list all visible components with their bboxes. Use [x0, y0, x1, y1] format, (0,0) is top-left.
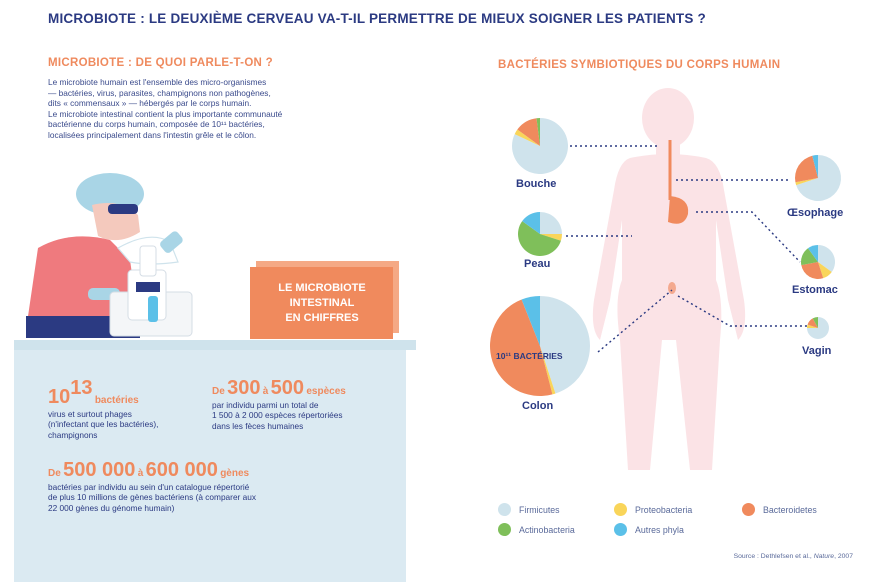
legend-proteobacteria-swatch [614, 503, 627, 516]
pie-3 [795, 155, 841, 201]
legend-bacteroidetes: Bacteroidetes [742, 503, 817, 516]
intro-paragraph: Le microbiote humain est l'ensemble des … [48, 77, 283, 140]
stat-genes-unit: gènes [220, 468, 250, 479]
pie-slice-0-3 [536, 118, 540, 146]
stat-species-desc: par individu parmi un total de 1 500 à 2… [212, 399, 343, 431]
pie-slice-0-1 [514, 129, 540, 146]
stat-species-from: 300 [227, 377, 261, 399]
pie-slice-5-2 [807, 318, 818, 328]
pie-slice-0-0 [512, 118, 569, 174]
organ-label-estomac: Estomac [792, 284, 838, 296]
pie-slice-0-2 [517, 118, 540, 146]
legend-proteobacteria: Proteobacteria [614, 503, 692, 516]
pie-slice-4-1 [818, 262, 832, 279]
stat-species: De 300 à 500 espèces par individu parmi … [212, 378, 346, 431]
source-prefix: Source : Dethlefsen et al., [733, 553, 812, 560]
pie-slice-4-2 [801, 262, 824, 280]
pie-slice-5-3 [812, 317, 818, 328]
pie-slice-3-1 [795, 178, 818, 186]
organ-label-oesophage: Œsophage [787, 207, 844, 219]
legend-autres-phyla: Autres phyla [614, 523, 684, 536]
microscope-illustration [109, 245, 193, 337]
source-year: , 2007 [834, 553, 853, 560]
stat-bacteria-base: 10 [48, 386, 71, 408]
stat-bacteria-exponent: 13 [70, 377, 93, 399]
page-title: MICROBIOTE : LE DEUXIÈME CERVEAU VA-T-IL… [48, 11, 706, 26]
pie-2 [489, 296, 590, 397]
pie-slice-1-3 [518, 221, 561, 256]
stat-species-a: à [262, 386, 269, 397]
legend-bacteroidetes-label: Bacteroidetes [763, 504, 817, 515]
stats-panel [14, 350, 406, 582]
organ-label-bouche: Bouche [516, 178, 557, 190]
figures-badge: LE MICROBIOTE INTESTINAL EN CHIFFRES [250, 267, 393, 339]
pie-slice-1-4 [522, 212, 540, 234]
pie-1 [518, 212, 562, 256]
legend-autres-swatch [614, 523, 627, 536]
legend-actinobacteria-swatch [498, 523, 511, 536]
pie-5 [807, 317, 829, 339]
source-citation: Source : Dethlefsen et al., Nature, 2007 [734, 553, 853, 560]
pie-slice-1-0 [540, 212, 562, 234]
organ-label-peau: Peau [524, 258, 551, 270]
stat-bacteria-unit: bactéries [94, 395, 139, 406]
stat-species-unit: espèces [306, 386, 346, 397]
organ-label-vagin: Vagin [802, 345, 832, 357]
pie-slice-4-4 [808, 245, 818, 262]
connector-lines [566, 145, 808, 353]
stat-species-de: De [212, 386, 225, 397]
pie-slice-4-0 [818, 245, 835, 272]
digestive-tract [668, 140, 689, 294]
legend-actinobacteria-label: Actinobacteria [519, 524, 575, 535]
pie-slice-5-1 [807, 324, 818, 328]
stat-bacteria-desc: virus et surtout phages (n'infectant que… [48, 408, 159, 440]
stat-genes-from: 500 000 [63, 459, 136, 481]
stat-species-to: 500 [270, 377, 305, 399]
stat-genes-desc: bactéries par individu au sein d'un cata… [48, 481, 256, 513]
pie-slice-3-4 [812, 155, 818, 178]
pie-slice-3-2 [795, 155, 818, 183]
source-journal: Nature [813, 553, 835, 560]
legend-firmicutes-label: Firmicutes [519, 504, 560, 515]
pie-slice-2-0 [540, 296, 590, 394]
colon-bacteria-count: 10¹¹ BACTÉRIES [496, 351, 563, 361]
legend-actinobacteria: Actinobacteria [498, 523, 575, 536]
pie-slice-3-0 [796, 155, 841, 201]
lab-counter [14, 340, 416, 350]
section-heading-bacteries: BACTÉRIES SYMBIOTIQUES DU CORPS HUMAIN [498, 59, 781, 71]
legend-autres-label: Autres phyla [635, 524, 684, 535]
stat-genes-to: 600 000 [145, 459, 218, 481]
organ-label-colon: Colon [522, 400, 554, 412]
pie-slice-4-3 [800, 248, 818, 266]
pie-slice-2-1 [540, 346, 556, 395]
figures-badge-label: LE MICROBIOTE INTESTINAL EN CHIFFRES [278, 282, 366, 324]
stat-genes-de: De [48, 468, 61, 479]
pie-4 [800, 245, 835, 280]
body-silhouette [592, 88, 746, 470]
legend-proteobacteria-label: Proteobacteria [635, 504, 693, 515]
legend-firmicutes-swatch [498, 503, 511, 516]
stat-genes: De 500 000 à 600 000 gènes bactéries par… [48, 460, 256, 513]
pie-0 [512, 118, 569, 174]
stat-genes-a: à [137, 468, 144, 479]
legend-bacteroidetes-swatch [742, 503, 755, 516]
stat-bacteria: 1013 bactéries virus et surtout phages (… [48, 378, 159, 440]
section-heading-microbiote: MICROBIOTE : DE QUOI PARLE-T-ON ? [48, 57, 273, 69]
pie-slice-1-1 [540, 234, 562, 241]
pie-slice-2-4 [521, 296, 540, 346]
pie-slice-2-2 [489, 299, 553, 397]
legend-firmicutes: Firmicutes [498, 503, 560, 516]
